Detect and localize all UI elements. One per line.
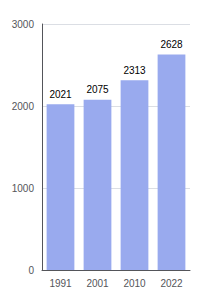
svg-text:2313: 2313 xyxy=(123,65,146,76)
svg-text:2021: 2021 xyxy=(49,89,72,100)
svg-text:3000: 3000 xyxy=(12,19,35,30)
svg-text:2010: 2010 xyxy=(123,278,146,289)
svg-text:1000: 1000 xyxy=(12,183,35,194)
svg-text:2022: 2022 xyxy=(160,278,183,289)
svg-text:2001: 2001 xyxy=(86,278,109,289)
svg-text:0: 0 xyxy=(28,265,34,276)
svg-text:2000: 2000 xyxy=(12,101,35,112)
svg-text:2075: 2075 xyxy=(86,84,109,95)
svg-text:2628: 2628 xyxy=(160,39,183,50)
svg-text:1991: 1991 xyxy=(49,278,72,289)
